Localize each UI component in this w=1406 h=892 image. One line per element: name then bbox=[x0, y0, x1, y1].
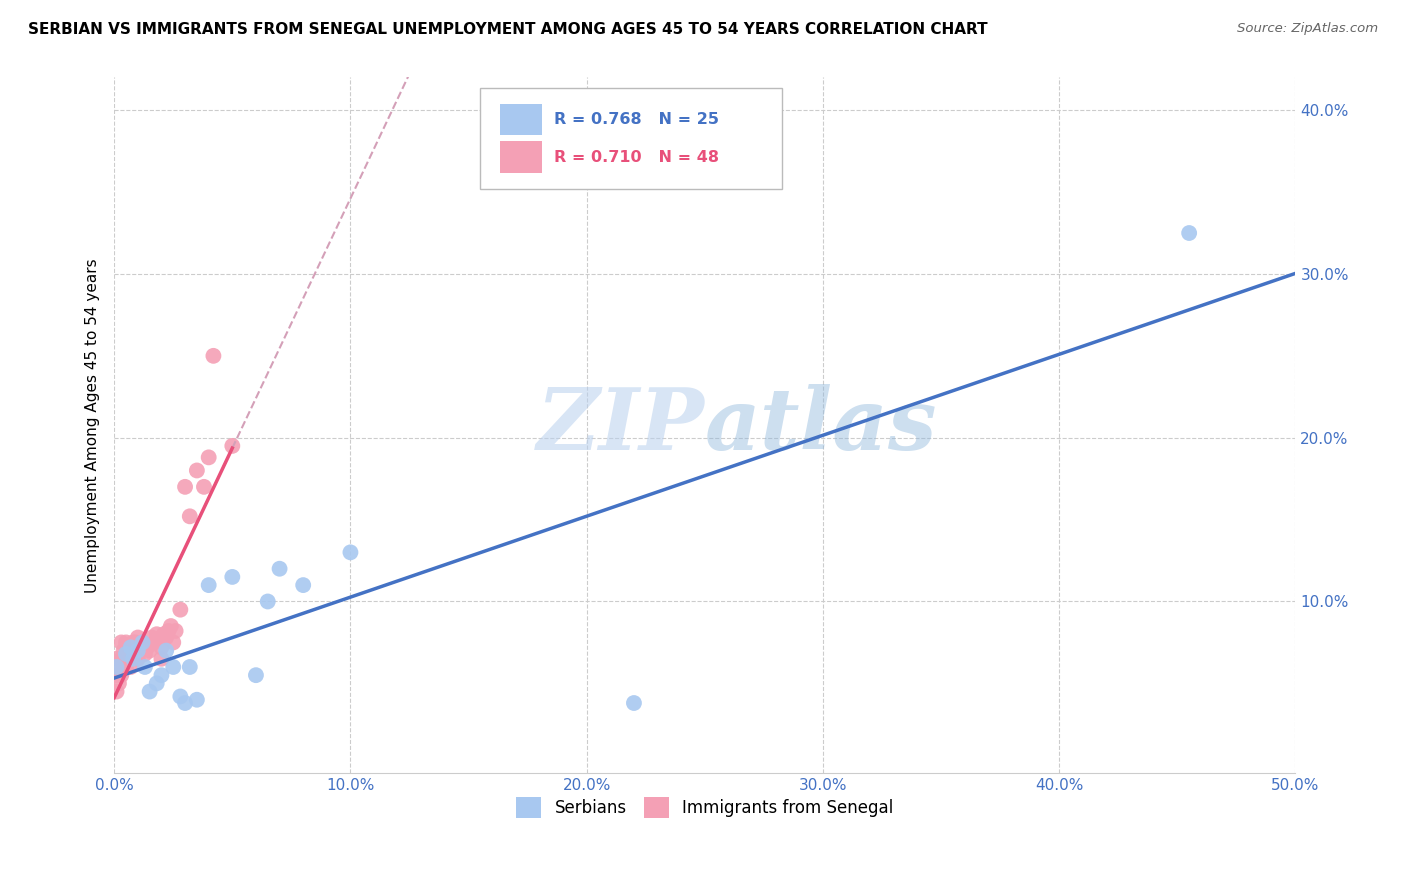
Point bbox=[115, 647, 138, 661]
Text: Source: ZipAtlas.com: Source: ZipAtlas.com bbox=[1237, 22, 1378, 36]
Point bbox=[115, 635, 138, 649]
Point bbox=[150, 640, 173, 655]
Point bbox=[145, 627, 167, 641]
Point bbox=[105, 660, 128, 674]
FancyBboxPatch shape bbox=[501, 142, 541, 173]
Point bbox=[127, 640, 149, 655]
Point bbox=[169, 602, 191, 616]
Point bbox=[245, 668, 267, 682]
Point bbox=[122, 635, 145, 649]
Point bbox=[186, 463, 208, 477]
Point bbox=[160, 619, 183, 633]
Point bbox=[131, 635, 153, 649]
Point bbox=[129, 643, 152, 657]
Point bbox=[122, 643, 145, 657]
Y-axis label: Unemployment Among Ages 45 to 54 years: Unemployment Among Ages 45 to 54 years bbox=[86, 258, 100, 593]
Point bbox=[145, 676, 167, 690]
Point bbox=[1178, 226, 1201, 240]
Text: ZIP: ZIP bbox=[537, 384, 704, 467]
Point bbox=[122, 652, 145, 666]
Point bbox=[127, 643, 149, 657]
Point bbox=[623, 696, 645, 710]
Point bbox=[153, 627, 176, 641]
Point bbox=[131, 635, 153, 649]
Point bbox=[136, 640, 159, 655]
Point bbox=[339, 545, 361, 559]
Point bbox=[221, 439, 243, 453]
Point bbox=[127, 631, 149, 645]
Point bbox=[202, 349, 225, 363]
Point bbox=[120, 660, 142, 674]
Text: R = 0.768   N = 25: R = 0.768 N = 25 bbox=[554, 112, 718, 127]
Point bbox=[179, 660, 201, 674]
Text: atlas: atlas bbox=[704, 384, 938, 467]
Point bbox=[108, 676, 131, 690]
Point bbox=[105, 668, 128, 682]
Point bbox=[169, 690, 191, 704]
Point bbox=[115, 660, 138, 674]
Point bbox=[105, 684, 128, 698]
Point bbox=[138, 643, 160, 657]
Point bbox=[165, 624, 187, 638]
Point bbox=[108, 660, 131, 674]
Point bbox=[143, 635, 166, 649]
Point bbox=[124, 647, 146, 661]
Point bbox=[117, 640, 139, 655]
Point bbox=[150, 668, 173, 682]
Point bbox=[124, 635, 146, 649]
Point bbox=[117, 652, 139, 666]
Point bbox=[186, 692, 208, 706]
Point bbox=[105, 652, 128, 666]
Point bbox=[174, 480, 197, 494]
Point bbox=[112, 660, 135, 674]
Point bbox=[162, 635, 184, 649]
Point bbox=[138, 684, 160, 698]
Legend: Serbians, Immigrants from Senegal: Serbians, Immigrants from Senegal bbox=[510, 790, 900, 824]
Point bbox=[120, 640, 142, 655]
FancyBboxPatch shape bbox=[481, 88, 782, 189]
Point bbox=[112, 643, 135, 657]
Point bbox=[269, 562, 291, 576]
Text: R = 0.710   N = 48: R = 0.710 N = 48 bbox=[554, 150, 718, 165]
Point bbox=[134, 660, 156, 674]
FancyBboxPatch shape bbox=[501, 103, 541, 136]
Point bbox=[110, 652, 132, 666]
Point bbox=[179, 509, 201, 524]
Point bbox=[155, 643, 177, 657]
Point bbox=[256, 594, 278, 608]
Point bbox=[162, 660, 184, 674]
Point bbox=[127, 652, 149, 666]
Point bbox=[120, 647, 142, 661]
Point bbox=[110, 635, 132, 649]
Point bbox=[193, 480, 215, 494]
Point bbox=[155, 631, 177, 645]
Point bbox=[197, 450, 219, 465]
Point bbox=[110, 668, 132, 682]
Point bbox=[150, 652, 173, 666]
Point bbox=[292, 578, 315, 592]
Point bbox=[157, 624, 180, 638]
Point bbox=[174, 696, 197, 710]
Point bbox=[141, 631, 163, 645]
Point bbox=[115, 647, 138, 661]
Point bbox=[221, 570, 243, 584]
Point bbox=[197, 578, 219, 592]
Point bbox=[134, 647, 156, 661]
Text: SERBIAN VS IMMIGRANTS FROM SENEGAL UNEMPLOYMENT AMONG AGES 45 TO 54 YEARS CORREL: SERBIAN VS IMMIGRANTS FROM SENEGAL UNEMP… bbox=[28, 22, 988, 37]
